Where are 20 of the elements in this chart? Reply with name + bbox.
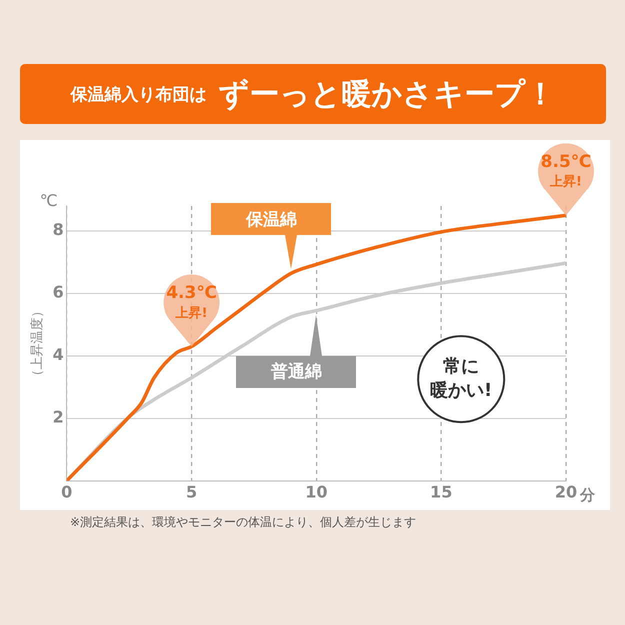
text: ※測定結果は、環境やモニターの体温により、個人差が生じます — [70, 514, 416, 531]
y-tick-label: 6 — [52, 282, 64, 302]
x-tick-label: 0 — [61, 482, 72, 502]
x-tick-label: 15 — [430, 482, 452, 502]
y-tick-label: 4 — [52, 345, 64, 364]
name-tag: 普通綿 — [236, 314, 356, 388]
x-axis-title: 分 — [579, 486, 596, 504]
y-tick-label: 8 — [52, 220, 64, 240]
annotation: 8.5℃ 上昇! — [540, 152, 592, 190]
y-axis-title: （上昇温度） — [29, 304, 46, 382]
y-tick-label: 2 — [52, 408, 64, 426]
name-tag: 保温綿 — [211, 203, 332, 270]
series-label: 普通綿 — [236, 356, 356, 388]
x-tick-label: 20 — [554, 482, 578, 502]
text: ℃ — [40, 191, 58, 210]
chart-title: 保温綿入り布団は ずーっと暖かさキープ！ — [70, 76, 556, 114]
annotation: 常に暖かい! — [430, 356, 492, 401]
annotation: 4.3℃ 上昇! — [166, 282, 217, 321]
x-tick-label: 5 — [186, 482, 198, 502]
x-tick-label: 10 — [305, 482, 328, 502]
